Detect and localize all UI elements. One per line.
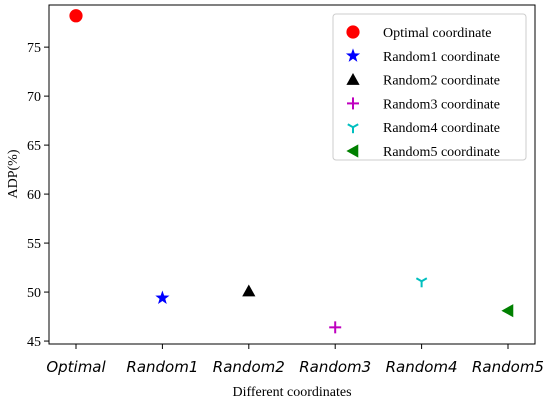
y-tick-label: 75 — [27, 41, 41, 56]
x-tick-label: Random2 — [213, 358, 285, 376]
legend-entry: Random3 coordinate — [347, 97, 500, 112]
legend-marker — [346, 144, 359, 158]
legend-entry: Random4 coordinate — [347, 121, 500, 136]
data-points — [69, 9, 514, 334]
legend-label: Random3 coordinate — [383, 97, 500, 112]
data-point-random5 — [501, 304, 514, 318]
legend: Optimal coordinate Random1 coordinate Rand… — [332, 13, 527, 161]
y-axis-label: ADP(%) — [6, 149, 21, 198]
data-point-random1 — [155, 290, 170, 304]
y-tick-label: 55 — [27, 237, 41, 252]
legend-label: Random2 coordinate — [383, 74, 500, 89]
legend-entry: Random1 coordinate — [345, 48, 500, 65]
legend-marker — [347, 123, 359, 134]
legend-label: Optimal coordinate — [383, 26, 491, 41]
y-tick-label: 50 — [27, 286, 41, 301]
data-point-random3 — [329, 321, 342, 334]
x-axis: Optimal Random1 Random2 Random3 Random4 Rando… — [46, 344, 544, 376]
y-tick-label: 45 — [27, 335, 41, 350]
legend-entry: Random5 coordinate — [346, 144, 500, 160]
y-axis: 45 50 55 60 65 70 75 — [27, 41, 49, 350]
legend-marker — [347, 97, 359, 110]
x-tick-label: Random5 — [472, 358, 544, 376]
data-point-optimal — [69, 9, 83, 23]
x-tick-label: Random4 — [386, 358, 458, 376]
y-tick-label: 65 — [27, 139, 41, 154]
legend-marker — [346, 73, 360, 85]
legend-marker — [345, 48, 361, 62]
y-tick-label: 60 — [27, 188, 41, 203]
legend-label: Random1 coordinate — [383, 50, 500, 65]
y-tick-label: 70 — [27, 90, 41, 105]
plot-area — [48, 4, 536, 345]
legend-entry: Optimal coordinate — [346, 25, 491, 41]
x-tick-label: Random3 — [299, 358, 371, 376]
legend-label: Random4 coordinate — [383, 121, 500, 136]
legend-label: Random5 coordinate — [383, 145, 500, 160]
legend-box — [332, 13, 527, 161]
x-tick-label: Random1 — [126, 358, 198, 376]
plot-frame — [48, 4, 536, 345]
legend-entry: Random2 coordinate — [346, 73, 500, 89]
data-point-random4 — [415, 277, 428, 288]
x-axis-label: Different coordinates — [232, 385, 351, 400]
legend-marker — [346, 25, 360, 39]
data-point-random2 — [242, 284, 256, 297]
x-tick-label: Optimal — [46, 358, 106, 376]
